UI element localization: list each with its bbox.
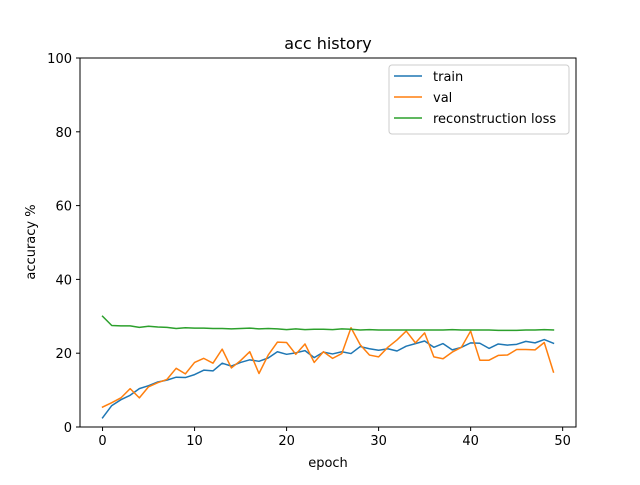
legend-label: val [433, 91, 452, 106]
x-tick-label: 0 [98, 434, 106, 449]
chart-title: acc history [284, 34, 372, 53]
x-tick-label: 30 [370, 434, 387, 449]
y-axis-ticks: 0 20 40 60 80 100 [47, 52, 80, 436]
series-line-train [101, 338, 555, 419]
x-tick-label: 20 [278, 434, 295, 449]
legend-box [388, 64, 570, 135]
legend-label: reconstruction loss [433, 112, 556, 127]
x-tick-label: 40 [462, 434, 479, 449]
x-axis-ticks: 0 10 20 30 40 50 [98, 427, 571, 449]
legend-label: train [433, 70, 463, 85]
axes-spines [79, 57, 577, 428]
x-tick-label: 50 [554, 434, 571, 449]
y-tick-label: 20 [55, 347, 72, 362]
legend: train val reconstruction loss [388, 64, 570, 135]
x-tick-label: 10 [186, 434, 203, 449]
y-tick-label: 60 [55, 200, 72, 215]
y-tick-label: 40 [55, 273, 72, 288]
axes-frame [79, 57, 577, 428]
x-axis-label: epoch [308, 456, 348, 471]
series-line-reconstruction-loss [101, 315, 555, 332]
series-line-val [101, 326, 555, 409]
plot-lines [101, 315, 555, 419]
y-axis-label: accuracy % [24, 204, 39, 279]
y-tick-label: 80 [55, 126, 72, 141]
y-tick-label: 0 [64, 421, 72, 436]
y-tick-label: 100 [47, 52, 72, 67]
